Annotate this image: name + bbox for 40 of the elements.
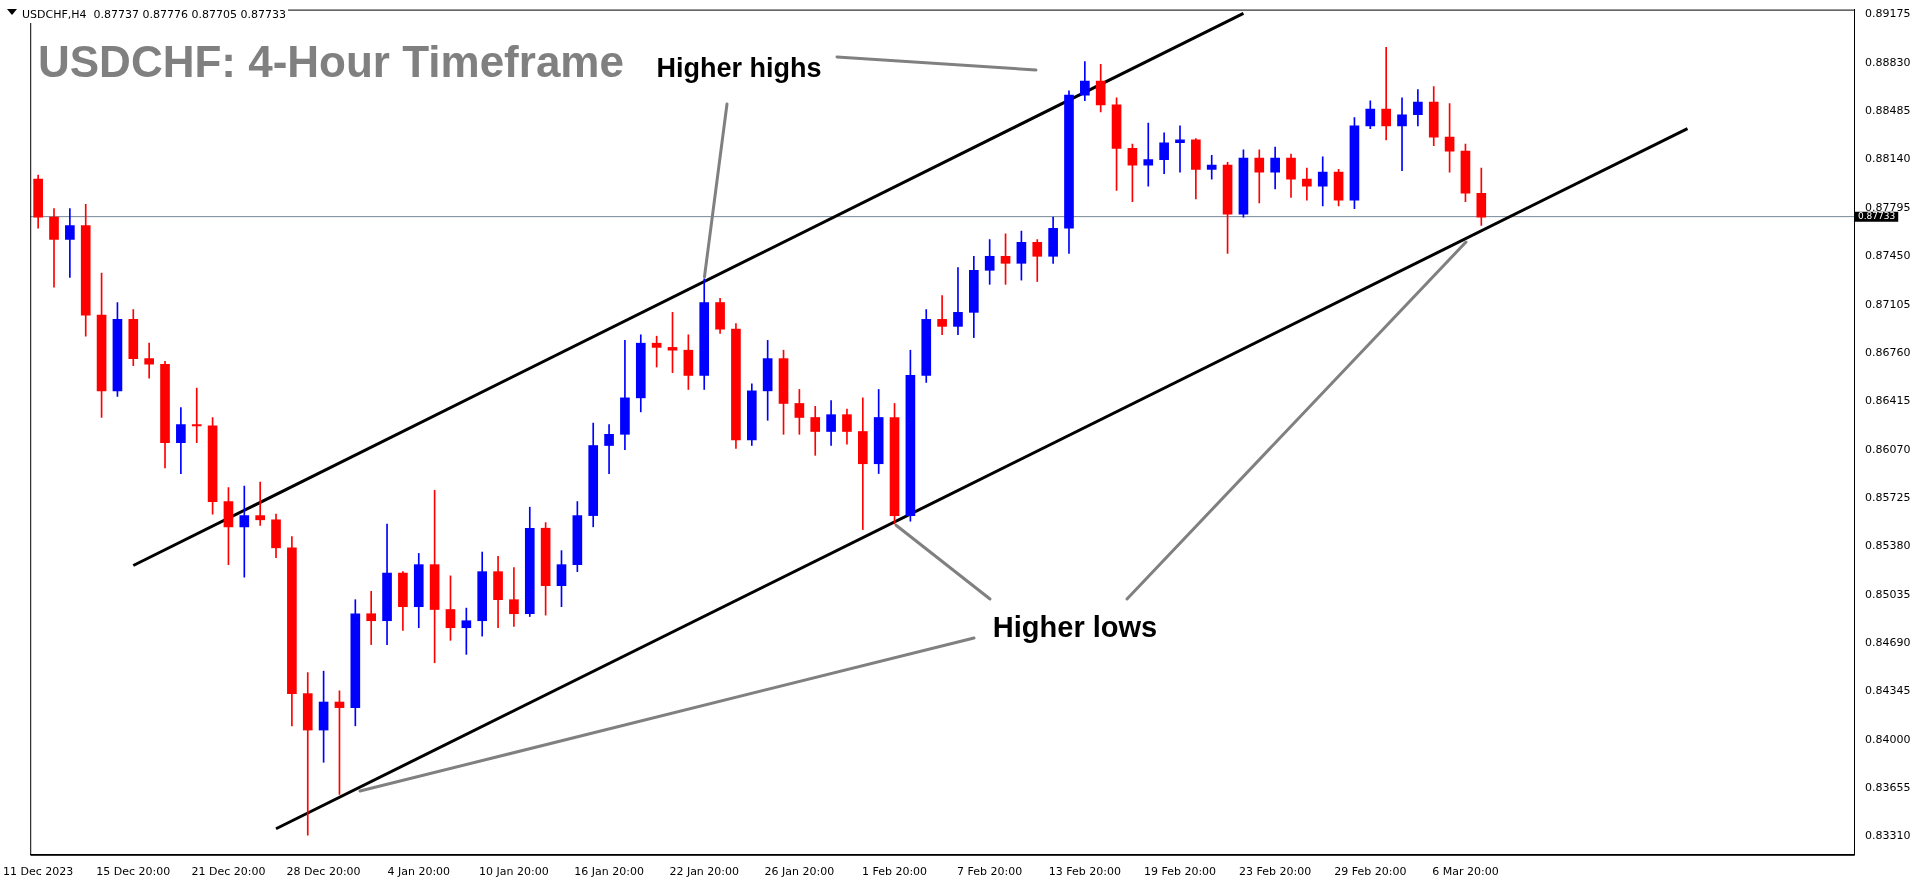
x-tick-label: 7 Feb 20:00 (957, 865, 1023, 879)
y-tick-label: 0.84690 (1865, 636, 1911, 650)
y-tick-label: 0.85035 (1865, 587, 1911, 601)
y-tick-label: 0.84345 (1865, 684, 1911, 698)
x-tick-label: 21 Dec 20:00 (191, 865, 266, 879)
y-tick-label: 0.88830 (1865, 55, 1911, 69)
x-tick-label: 1 Feb 20:00 (861, 865, 928, 879)
x-tick-label: 29 Feb 20:00 (1334, 865, 1407, 879)
x-tick-label: 23 Feb 20:00 (1239, 865, 1312, 879)
y-tick-label: 0.87450 (1865, 249, 1911, 263)
y-tick-label: 0.84000 (1865, 732, 1911, 746)
y-tick-label: 0.86760 (1865, 345, 1911, 359)
x-tick-label: 11 Dec 2023 (3, 865, 74, 879)
y-tick-label: 0.86070 (1865, 442, 1911, 456)
y-tick-label: 0.87105 (1865, 297, 1911, 311)
y-tick-label: 0.83310 (1865, 829, 1911, 843)
annotation: Higher lows (992, 611, 1158, 643)
y-tick-label: 0.85380 (1865, 539, 1911, 553)
x-tick-label: 6 Mar 20:00 (1432, 865, 1499, 879)
x-tick-label: 22 Jan 20:00 (669, 865, 740, 879)
x-tick-label: 19 Feb 20:00 (1143, 865, 1217, 879)
candlestick (144, 342, 154, 379)
x-tick-label: 10 Jan 20:00 (479, 865, 549, 879)
x-tick-label: 13 Feb 20:00 (1048, 865, 1121, 879)
text: USDCHF: 4-Hour Timeframe (38, 37, 624, 87)
annotation: USDCHF,H4 0.87737 0.87776 0.87705 0.87733 (22, 7, 286, 21)
y-tick-label: 0.88140 (1865, 152, 1911, 166)
y-tick-label: 0.89175 (1865, 7, 1911, 21)
x-tick-label: 4 Jan 20:00 (387, 865, 451, 879)
candlestick (1143, 122, 1154, 187)
x-tick-label: 15 Dec 20:00 (96, 865, 171, 879)
x-tick-label: 26 Jan 20:00 (764, 865, 835, 879)
y-tick-label: 0.86415 (1865, 394, 1911, 408)
y-tick-label: 0.85725 (1865, 490, 1911, 504)
x-tick-label: 16 Jan 20:00 (574, 865, 644, 879)
y-tick-label: 0.88485 (1865, 104, 1911, 118)
ref-line-label: 0.87733 (1858, 210, 1896, 221)
annotation: Higher highs (656, 53, 822, 84)
y-tick-label: 0.83655 (1865, 781, 1911, 795)
x-tick-label: 28 Dec 20:00 (286, 865, 361, 879)
